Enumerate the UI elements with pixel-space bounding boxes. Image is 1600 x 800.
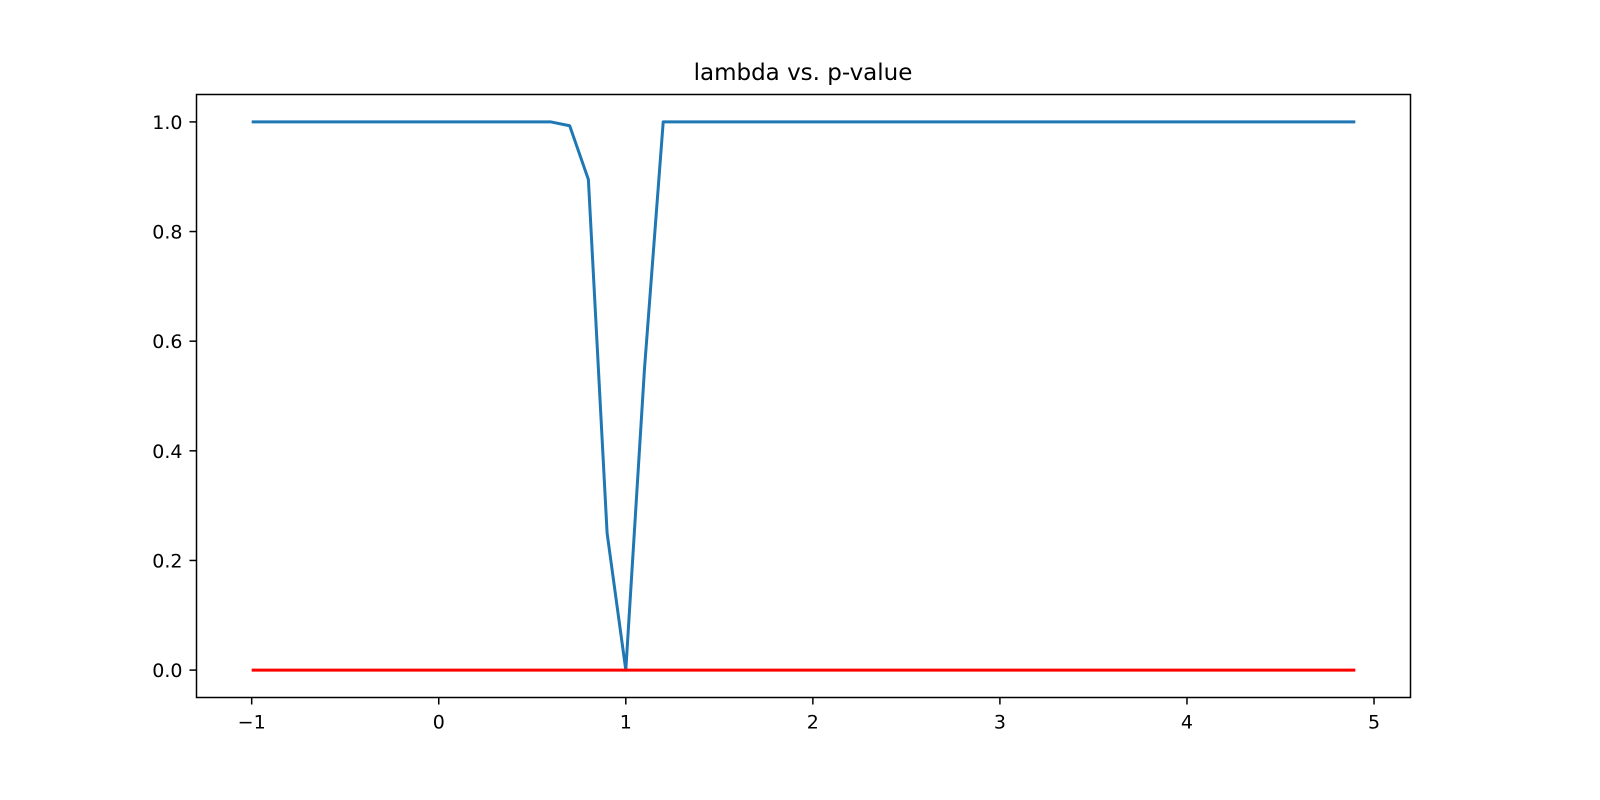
y-tick-label: 0.6 <box>152 331 182 353</box>
chart-title: lambda vs. p-value <box>694 60 913 86</box>
ticks-layer: −1 0 1 2 3 4 5 0.0 0.2 0.4 0.6 0.8 1.0 <box>152 112 1380 734</box>
y-tick-label: 0.2 <box>152 550 182 572</box>
x-tick-label: 5 <box>1368 712 1380 734</box>
x-tick-label: 0 <box>433 712 445 734</box>
x-tick-label: −1 <box>238 712 266 734</box>
x-tick-label: 3 <box>994 712 1006 734</box>
y-tick-label: 1.0 <box>152 112 182 134</box>
y-tick-label: 0.8 <box>152 222 182 244</box>
x-tick-label: 4 <box>1181 712 1193 734</box>
series-layer <box>251 120 1356 672</box>
x-tick-label: 2 <box>807 712 819 734</box>
y-tick-label: 0.0 <box>152 660 182 682</box>
plot-frame <box>195 93 1412 699</box>
x-tick-label: 1 <box>620 712 632 734</box>
y-tick-label: 0.4 <box>152 441 182 463</box>
series-line-1 <box>251 120 1356 672</box>
